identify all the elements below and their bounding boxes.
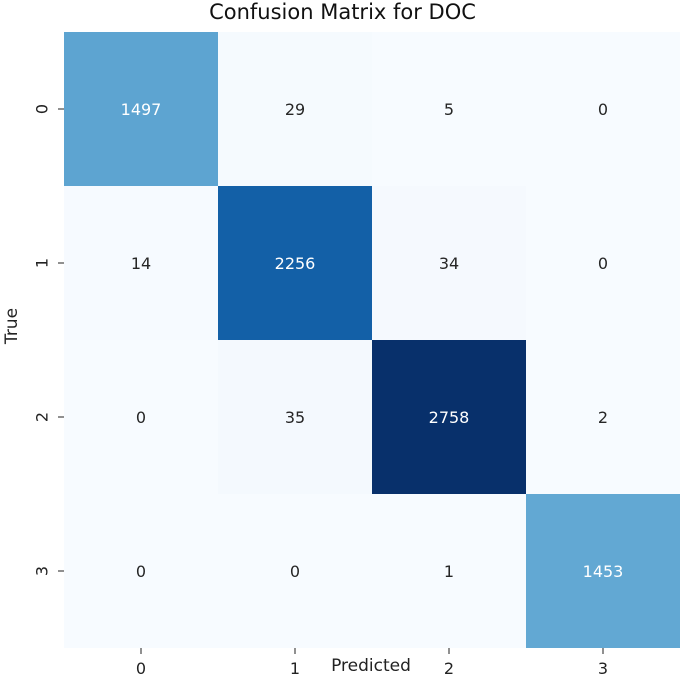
cell-value-2-2: 2758 [429,408,470,427]
x-tick-label-0: 0 [136,659,146,678]
y-axis-ticks: 0 1 2 3 [33,104,64,576]
y-tick-label-1: 1 [33,258,52,268]
x-tick-label-2: 2 [444,659,454,678]
heatmap-cell-2-3 [526,340,680,494]
y-axis-label: True [2,307,22,345]
cell-value-0-3: 0 [598,100,608,119]
cell-value-0-0: 1497 [121,100,162,119]
cell-value-2-1: 35 [285,408,305,427]
cell-value-3-2: 1 [444,562,454,581]
cell-value-0-1: 29 [285,100,305,119]
x-axis-label: Predicted [331,656,411,676]
cell-value-1-1: 2256 [275,254,316,273]
cell-value-1-0: 14 [131,254,151,273]
heatmap-cell-0-3 [526,32,680,186]
heatmap-cell-3-2 [372,494,526,648]
heatmap-cell-3-1 [218,494,372,648]
cell-value-2-3: 2 [598,408,608,427]
y-tick-label-3: 3 [33,566,52,576]
chart-title: Confusion Matrix for DOC [209,0,476,24]
cell-value-3-1: 0 [290,562,300,581]
cell-value-labels: 1497 29 5 0 14 2256 34 0 0 35 2758 2 0 0 1 1453 [121,100,624,581]
cell-value-3-0: 0 [136,562,146,581]
heatmap-cell-2-0 [64,340,218,494]
heatmap-cell-2-1 [218,340,372,494]
heatmap-cell-3-3 [526,494,680,648]
heatmap-cells [64,32,680,648]
heatmap-cell-0-2 [372,32,526,186]
heatmap-cell-1-2 [372,186,526,340]
cell-value-1-2: 34 [439,254,459,273]
x-tick-label-1: 1 [290,659,300,678]
heatmap-cell-1-1 [218,186,372,340]
heatmap-cell-0-0 [64,32,218,186]
x-axis-ticks: 0 1 2 3 [136,648,608,678]
x-tick-label-3: 3 [598,659,608,678]
heatmap-cell-1-3 [526,186,680,340]
heatmap-cell-3-0 [64,494,218,648]
heatmap-cell-1-0 [64,186,218,340]
y-tick-label-2: 2 [33,412,52,422]
heatmap-cell-2-2 [372,340,526,494]
cell-value-0-2: 5 [444,100,454,119]
y-tick-label-0: 0 [33,104,52,114]
cell-value-3-3: 1453 [583,562,624,581]
heatmap-cell-0-1 [218,32,372,186]
cell-value-2-0: 0 [136,408,146,427]
cell-value-1-3: 0 [598,254,608,273]
